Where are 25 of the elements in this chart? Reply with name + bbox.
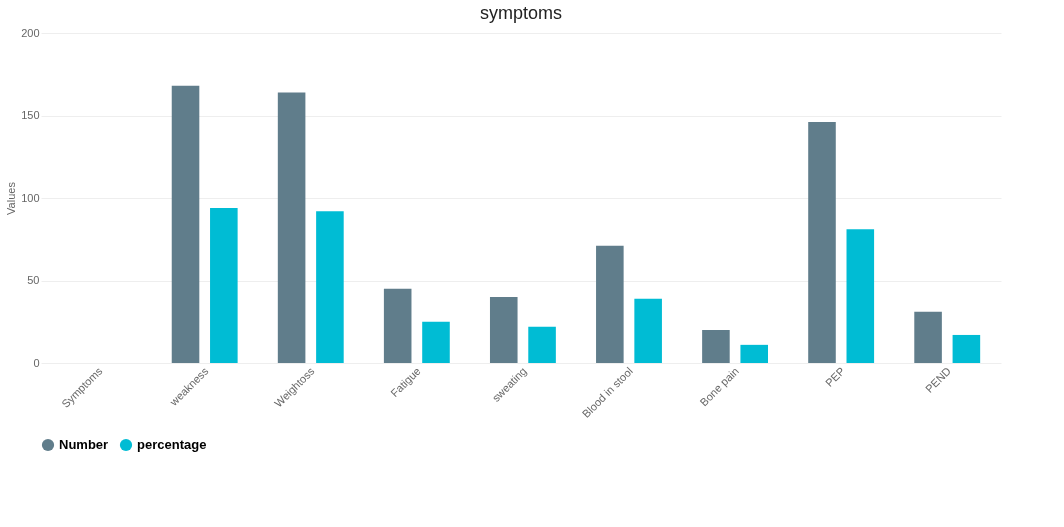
bar	[171, 85, 200, 363]
bar	[952, 334, 981, 363]
bar	[808, 122, 836, 363]
bar	[422, 321, 450, 363]
bar	[528, 326, 556, 363]
bar	[702, 330, 730, 363]
y-tick-label: 200	[21, 26, 40, 39]
legend-label: Number	[59, 437, 109, 452]
bar	[596, 245, 624, 363]
bar	[210, 207, 238, 363]
bar	[277, 92, 306, 363]
bar	[914, 311, 942, 363]
bar	[489, 297, 518, 363]
y-tick-label: 150	[21, 109, 40, 121]
y-tick-label: 50	[27, 274, 40, 286]
bar	[846, 229, 875, 363]
legend-label: percentage	[137, 437, 207, 452]
y-tick-label: 100	[21, 191, 40, 204]
bar	[316, 211, 344, 363]
bar	[740, 344, 769, 363]
y-tick-label: 0	[33, 356, 40, 369]
bar	[383, 288, 412, 363]
bar	[634, 298, 662, 363]
chart-title: symptoms	[479, 3, 563, 23]
y-axis-title: Values	[5, 181, 18, 215]
